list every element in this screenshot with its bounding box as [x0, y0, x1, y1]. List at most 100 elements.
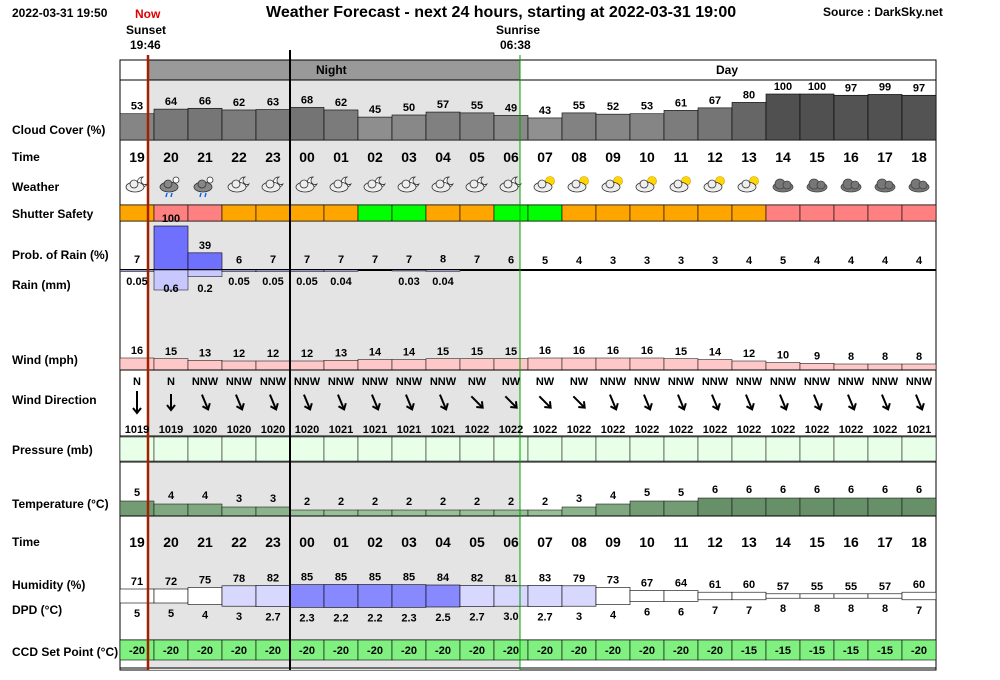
time-label: 10: [639, 149, 655, 165]
wind-direction-label: NW: [570, 376, 589, 388]
wind-direction-label: NNW: [192, 376, 219, 388]
rain-mm-bar: [425, 269, 461, 272]
ccd-set-point-value: -20: [333, 645, 349, 657]
rain-probability-value: 4: [916, 255, 923, 267]
wind-bar: [255, 360, 291, 371]
time-label-2: 22: [231, 534, 247, 550]
sunrise-label: Sunrise: [496, 23, 541, 37]
temperature-bar: [595, 503, 631, 517]
ccd-set-point-value: -15: [741, 645, 757, 657]
wind-value: 8: [916, 351, 922, 363]
time-label-2: 21: [197, 534, 213, 550]
time-label-2: 06: [503, 534, 519, 550]
pressure-value: 1022: [839, 424, 863, 436]
wind-value: 9: [814, 350, 820, 362]
wind-arrow-icon: [538, 395, 552, 409]
ccd-set-point-value: -20: [265, 645, 281, 657]
arrow-head: [235, 402, 245, 411]
cloud-shape: [265, 179, 275, 189]
time-label: 22: [231, 149, 247, 165]
wind-direction-label: NNW: [804, 376, 831, 388]
shutter-safety-cell: [901, 204, 937, 222]
temperature-value: 2: [304, 496, 310, 508]
partly-cloudy-day-icon: [737, 176, 759, 193]
temperature-bar: [697, 497, 733, 517]
pressure-value: 1021: [363, 424, 387, 436]
pressure-cell: [255, 436, 291, 462]
rain-mm-value: 0.6: [163, 283, 178, 295]
cloud-cover-bar: [799, 93, 835, 141]
arrow-head: [439, 402, 449, 411]
temperature-value: 6: [746, 484, 752, 496]
humidity-value: 83: [539, 572, 551, 584]
cloud-cover-value: 62: [233, 97, 245, 109]
temperature-value: 2: [542, 496, 548, 508]
time-label: 00: [299, 149, 315, 165]
shutter-safety-cell: [663, 204, 699, 222]
dpd-value: 8: [814, 603, 820, 615]
shutter-safety-cell: [425, 204, 461, 222]
dpd-value: 2.5: [435, 612, 450, 624]
partly-cloudy-day-icon: [601, 176, 623, 193]
wind-arrow-icon: [745, 394, 755, 411]
arrow-shaft: [643, 394, 651, 410]
temperature-value: 3: [576, 493, 582, 505]
wind-bar: [901, 363, 937, 371]
arrow-shaft: [371, 394, 379, 410]
cloud-cover-bar: [187, 107, 223, 141]
time-label: 09: [605, 149, 621, 165]
wind-value: 10: [777, 350, 789, 362]
rain-probability-value: 7: [270, 254, 276, 266]
shutter-safety-cell: [697, 204, 733, 222]
arrow-head: [303, 402, 313, 411]
cloud-cover-bar: [357, 116, 393, 141]
cloud-cover-value: 50: [403, 102, 415, 114]
rain-mm-value: 0.04: [432, 276, 454, 288]
time-label: 01: [333, 149, 349, 165]
humidity-bar: [221, 585, 257, 607]
wind-direction-label: NNW: [906, 376, 933, 388]
pressure-cell: [595, 436, 631, 462]
cloud-cover-value: 68: [301, 94, 313, 106]
ccd-set-point-value: -20: [571, 645, 587, 657]
day-label: Day: [716, 63, 739, 77]
temperature-value: 5: [644, 487, 650, 499]
cloud-cover-bar: [731, 102, 767, 141]
temperature-value: 2: [508, 496, 514, 508]
cloud-cover-value: 55: [471, 100, 483, 112]
wind-direction-label: NNW: [430, 376, 457, 388]
rain-probability-bar: [153, 225, 189, 271]
ccd-set-point-value: -20: [163, 645, 179, 657]
pressure-cell: [765, 436, 801, 462]
humidity-value: 78: [233, 573, 245, 585]
pressure-cell: [153, 436, 189, 462]
pressure-cell: [289, 436, 325, 462]
shutter-safety-cell: [255, 204, 291, 222]
cloudy-icon: [874, 178, 896, 193]
temperature-bar: [833, 497, 869, 517]
rain-mm-bar: [289, 269, 325, 272]
humidity-value: 82: [267, 572, 279, 584]
rain-mm-bar: [323, 269, 359, 272]
cloud-cover-value: 97: [845, 82, 857, 94]
wind-arrow-icon: [847, 394, 857, 411]
dpd-value: 4: [202, 610, 209, 622]
arrow-head: [166, 404, 176, 412]
humidity-bar: [459, 585, 495, 607]
shutter-safety-cell: [561, 204, 597, 222]
sunset-label: Sunset: [126, 23, 167, 37]
shutter-safety-cell: [391, 204, 427, 222]
arrow-shaft: [269, 394, 277, 410]
time-label-2: 08: [571, 534, 587, 550]
cloud-cover-value: 62: [335, 97, 347, 109]
pressure-value: 1022: [805, 424, 829, 436]
cloud-shape: [639, 179, 649, 189]
temperature-bar: [289, 509, 325, 517]
rain-drop: [170, 192, 173, 198]
cloud-cover-value: 64: [165, 96, 178, 108]
pressure-value: 1022: [737, 424, 761, 436]
pressure-value: 1022: [601, 424, 625, 436]
dpd-value: 2.7: [537, 612, 552, 624]
humidity-value: 85: [301, 572, 313, 584]
wind-arrow-icon: [711, 394, 721, 411]
